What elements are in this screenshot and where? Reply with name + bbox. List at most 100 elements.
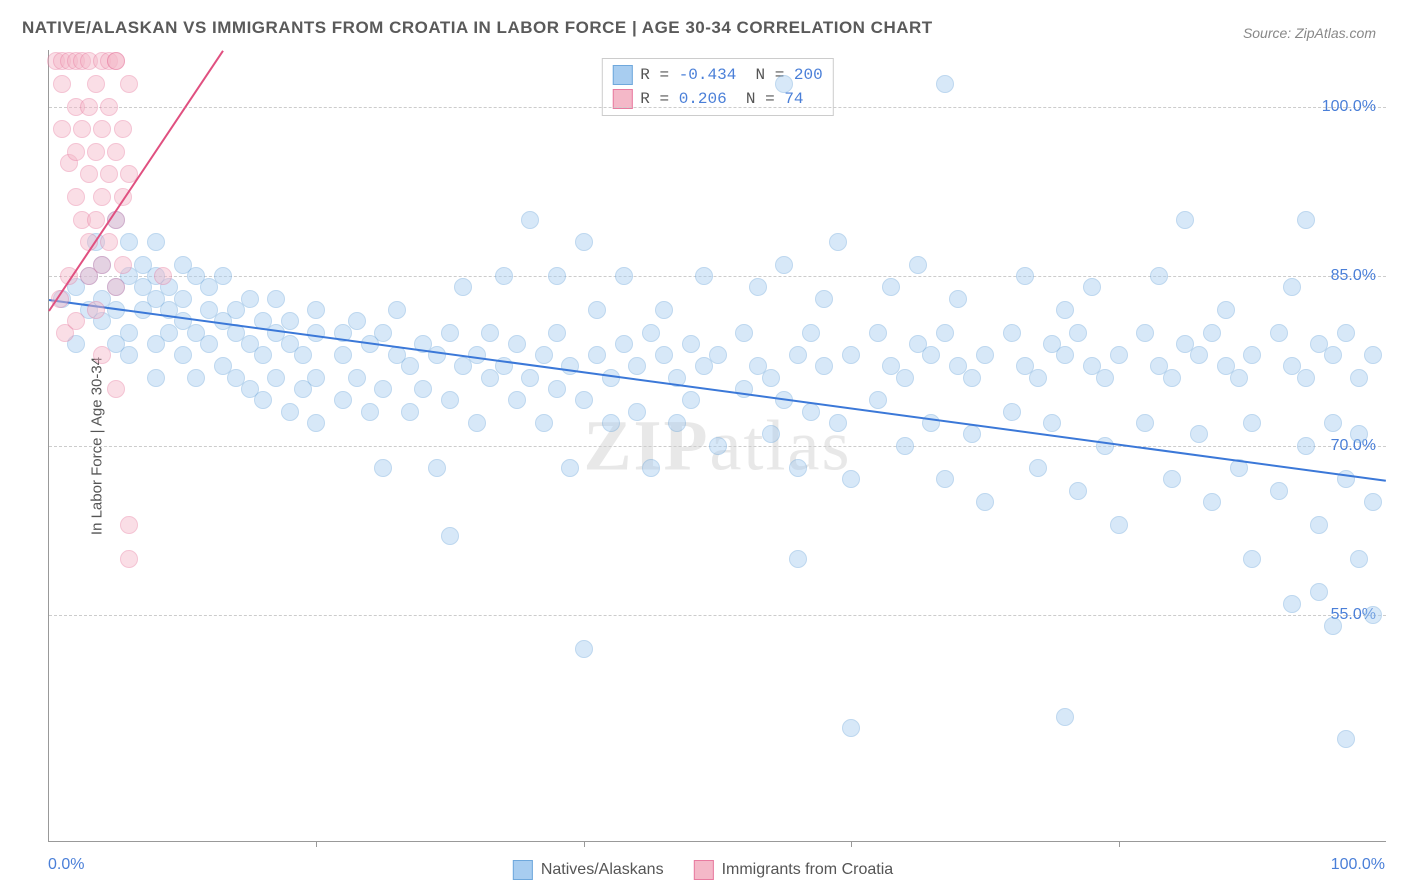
- data-point: [468, 414, 486, 432]
- data-point: [922, 346, 940, 364]
- data-point: [1310, 583, 1328, 601]
- data-point: [521, 211, 539, 229]
- data-point: [281, 403, 299, 421]
- series-legend: Natives/AlaskansImmigrants from Croatia: [513, 860, 893, 880]
- data-point: [100, 165, 118, 183]
- data-point: [642, 324, 660, 342]
- data-point: [200, 335, 218, 353]
- data-point: [802, 403, 820, 421]
- data-point: [147, 233, 165, 251]
- data-point: [267, 369, 285, 387]
- data-point: [1003, 324, 1021, 342]
- data-point: [1350, 550, 1368, 568]
- x-tick: [584, 841, 585, 847]
- gridline-h: [49, 276, 1386, 277]
- data-point: [1190, 425, 1208, 443]
- data-point: [120, 233, 138, 251]
- data-point: [67, 143, 85, 161]
- data-point: [254, 391, 272, 409]
- data-point: [87, 301, 105, 319]
- x-tick-label: 100.0%: [1331, 856, 1385, 874]
- data-point: [120, 346, 138, 364]
- chart-title: NATIVE/ALASKAN VS IMMIGRANTS FROM CROATI…: [22, 18, 933, 38]
- data-point: [1136, 414, 1154, 432]
- data-point: [254, 346, 272, 364]
- data-point: [655, 346, 673, 364]
- data-point: [93, 120, 111, 138]
- data-point: [481, 324, 499, 342]
- data-point: [1096, 369, 1114, 387]
- data-point: [307, 324, 325, 342]
- data-point: [1016, 267, 1034, 285]
- data-point: [87, 211, 105, 229]
- data-point: [508, 335, 526, 353]
- data-point: [1364, 606, 1382, 624]
- data-point: [374, 380, 392, 398]
- data-point: [441, 391, 459, 409]
- data-point: [1069, 482, 1087, 500]
- legend-item: Immigrants from Croatia: [694, 860, 894, 880]
- data-point: [1203, 493, 1221, 511]
- data-point: [815, 290, 833, 308]
- data-point: [762, 369, 780, 387]
- data-point: [388, 301, 406, 319]
- data-point: [73, 120, 91, 138]
- data-point: [775, 256, 793, 274]
- data-point: [80, 98, 98, 116]
- source-label: Source: ZipAtlas.com: [1243, 25, 1376, 41]
- data-point: [1324, 346, 1342, 364]
- x-tick: [1119, 841, 1120, 847]
- data-point: [147, 369, 165, 387]
- data-point: [428, 346, 446, 364]
- data-point: [67, 188, 85, 206]
- data-point: [642, 459, 660, 477]
- data-point: [1163, 470, 1181, 488]
- data-point: [548, 267, 566, 285]
- data-point: [829, 414, 847, 432]
- data-point: [1243, 346, 1261, 364]
- x-tick-label: 0.0%: [48, 856, 84, 874]
- data-point: [535, 346, 553, 364]
- data-point: [361, 403, 379, 421]
- data-point: [174, 346, 192, 364]
- data-point: [869, 391, 887, 409]
- data-point: [588, 346, 606, 364]
- data-point: [1136, 324, 1154, 342]
- data-point: [93, 346, 111, 364]
- data-point: [909, 256, 927, 274]
- data-point: [1324, 414, 1342, 432]
- data-point: [93, 256, 111, 274]
- data-point: [735, 324, 753, 342]
- data-point: [588, 301, 606, 319]
- data-point: [709, 437, 727, 455]
- legend-swatch: [694, 860, 714, 880]
- data-point: [107, 278, 125, 296]
- data-point: [441, 527, 459, 545]
- data-point: [307, 414, 325, 432]
- data-point: [114, 120, 132, 138]
- data-point: [749, 278, 767, 296]
- data-point: [1110, 516, 1128, 534]
- data-point: [1069, 324, 1087, 342]
- gridline-h: [49, 615, 1386, 616]
- data-point: [1364, 346, 1382, 364]
- data-point: [374, 459, 392, 477]
- gridline-h: [49, 107, 1386, 108]
- data-point: [869, 324, 887, 342]
- data-point: [976, 346, 994, 364]
- data-point: [107, 143, 125, 161]
- data-point: [1217, 301, 1235, 319]
- data-point: [1003, 403, 1021, 421]
- data-point: [508, 391, 526, 409]
- data-point: [334, 346, 352, 364]
- data-point: [842, 346, 860, 364]
- data-point: [548, 380, 566, 398]
- data-point: [441, 324, 459, 342]
- data-point: [1176, 211, 1194, 229]
- data-point: [615, 335, 633, 353]
- data-point: [842, 470, 860, 488]
- data-point: [936, 470, 954, 488]
- data-point: [775, 75, 793, 93]
- data-point: [709, 346, 727, 364]
- data-point: [963, 425, 981, 443]
